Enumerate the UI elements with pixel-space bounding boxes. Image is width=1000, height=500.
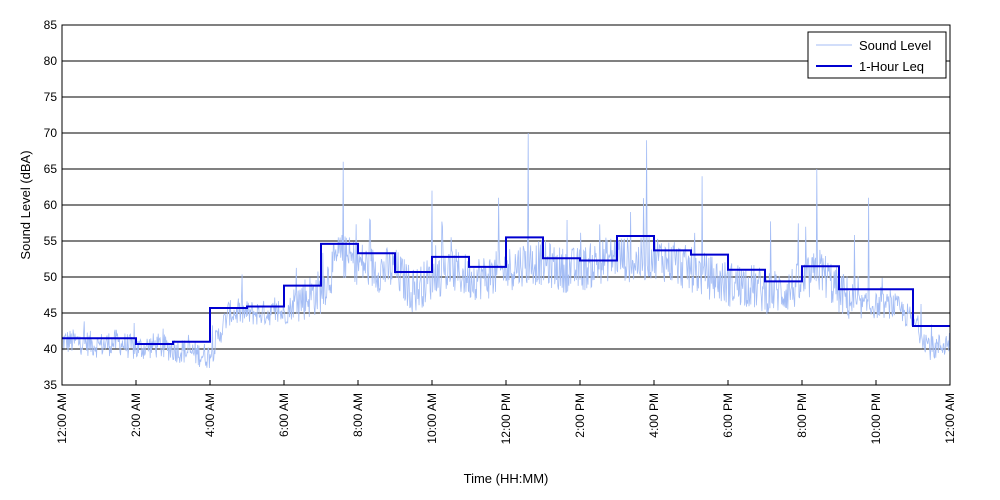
y-tick-label: 45 [44, 306, 58, 320]
legend-box [807, 31, 947, 79]
axis-layer: 35 40 45 50 55 60 65 70 75 80 85 12:00 AM 2:00 AM 4:0… [44, 18, 957, 444]
y-tick-label: 55 [44, 234, 58, 248]
x-tick-label: 6:00 PM [721, 393, 735, 438]
x-tick-label: 8:00 AM [351, 393, 365, 437]
x-tick-label: 2:00 PM [573, 393, 587, 438]
x-tick-label: 12:00 AM [55, 393, 69, 444]
x-tick-label: 10:00 AM [425, 393, 439, 444]
y-tick-label: 85 [44, 18, 58, 32]
y-tick-label: 50 [44, 270, 58, 284]
x-tick-label: 8:00 PM [795, 393, 809, 438]
y-tick-label: 70 [44, 126, 58, 140]
x-axis-title: Time (HH:MM) [464, 471, 549, 486]
y-tick-label: 40 [44, 342, 58, 356]
y-tick-label: 65 [44, 162, 58, 176]
x-tick-label: 4:00 AM [203, 393, 217, 437]
y-tick-label: 60 [44, 198, 58, 212]
legend-label-leq: 1-Hour Leq [859, 59, 924, 74]
x-tick-label: 6:00 AM [277, 393, 291, 437]
x-tick-label: 10:00 PM [869, 393, 883, 444]
legend-label-sound-level: Sound Level [859, 38, 931, 53]
data-layer [61, 132, 951, 369]
y-tick-label: 75 [44, 90, 58, 104]
x-tick-label: 2:00 AM [129, 393, 143, 437]
x-tick-label: 4:00 PM [647, 393, 661, 438]
legend: Sound Level 1-Hour Leq [807, 31, 947, 79]
series-1-hour-leq [62, 234, 950, 345]
x-tick-label: 12:00 AM [943, 393, 957, 444]
y-tick-label: 35 [44, 378, 58, 392]
y-tick-label: 80 [44, 54, 58, 68]
y-axis-title: Sound Level (dBA) [18, 150, 33, 259]
x-tick-label: 12:00 PM [499, 393, 513, 444]
